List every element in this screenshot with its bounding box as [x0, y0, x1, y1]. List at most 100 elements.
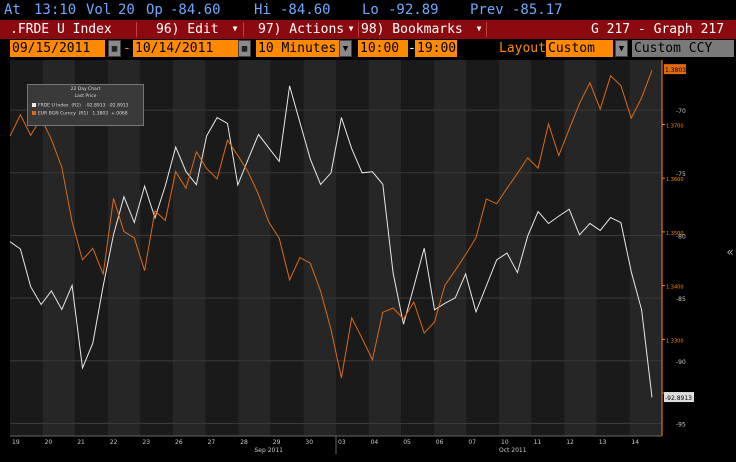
price-chart[interactable]: -70 -75 -80 -85 -90 -95 1.3700 1.3600 1.3500 1.34…: [0, 58, 736, 458]
actions-menu[interactable]: 97) Actions: [258, 22, 345, 37]
graph-id: G 217 - Graph 217: [591, 22, 725, 37]
x-tick-label: 10: [501, 439, 509, 446]
day-band: [499, 60, 532, 436]
day-band: [564, 60, 597, 436]
vol-label: Vol: [86, 2, 112, 18]
day-band: [401, 60, 434, 436]
layout-select[interactable]: Custom: [546, 40, 613, 57]
day-band: [531, 60, 565, 436]
x-tick-label: 13: [599, 439, 607, 446]
low-value: -92.89: [388, 2, 439, 18]
r1-last-value-tag: [664, 64, 686, 75]
chart-area[interactable]: -70 -75 -80 -85 -90 -95 1.3700 1.3600 1.3500 1.34…: [0, 58, 736, 458]
x-tick-label: 12: [566, 439, 574, 446]
day-band: [629, 60, 662, 436]
series-line-2: [9, 70, 653, 379]
x-tick-label: 05: [403, 439, 411, 446]
x-tick-label: 20: [45, 439, 53, 446]
r1-tick-label: 1.3600: [666, 177, 684, 183]
day-band: [270, 60, 304, 436]
x-tick-label: 22: [110, 439, 118, 446]
x-tick-label: 29: [273, 439, 281, 446]
day-band: [140, 60, 173, 436]
r1-last-value: 1.3803: [665, 67, 686, 74]
open-value: -84.60: [170, 2, 221, 18]
ticker-status-bar: At 13:10 Vol 20 Op -84.60 Hi -84.60 Lo -…: [0, 0, 736, 20]
bookmarks-menu[interactable]: 98) Bookmarks: [361, 22, 463, 37]
x-tick-label: 21: [77, 439, 85, 446]
x-tick-label: 03: [338, 439, 346, 446]
security-name[interactable]: .FRDE U Index: [10, 22, 112, 37]
day-band: [336, 60, 369, 436]
day-band: [596, 60, 630, 436]
day-band: [173, 60, 206, 436]
chart-legend: 22 Day Chart Last Price FRDE U Index (R2…: [27, 84, 144, 126]
actions-dropdown-icon[interactable]: ▼: [348, 24, 354, 33]
x-tick-label: 30: [305, 439, 313, 446]
layout-dropdown-icon[interactable]: ▼: [615, 40, 628, 57]
prev-label: Prev: [470, 2, 504, 18]
legend-subtitle: Last Price: [74, 94, 97, 99]
r2-tick-label: -70: [676, 108, 686, 115]
end-date-field[interactable]: 10/14/2011: [133, 40, 246, 57]
x-tick-label: 07: [468, 439, 476, 446]
low-label: Lo: [362, 2, 379, 18]
x-tick-label: 06: [436, 439, 444, 446]
series-line-1: [9, 85, 653, 398]
end-calendar-icon[interactable]: ▦: [238, 40, 251, 57]
x-tick-label: 27: [208, 439, 216, 446]
r1-tick-label: 1.3500: [666, 231, 684, 237]
date-separator: -: [123, 41, 131, 56]
x-tick-label: 26: [175, 439, 183, 446]
open-label: Op: [146, 2, 163, 18]
r2-tick-label: -95: [676, 421, 686, 428]
r2-tick-label: -75: [676, 171, 686, 178]
currency-select[interactable]: Custom CCY: [632, 40, 734, 57]
r1-tick-label: 1.3300: [666, 338, 684, 344]
bookmarks-dropdown-icon[interactable]: ▼: [476, 24, 482, 33]
period-select[interactable]: 10 Minutes: [256, 40, 339, 57]
edit-menu[interactable]: 96) Edit: [156, 22, 219, 37]
collapse-panel-icon[interactable]: «: [726, 245, 734, 259]
menu-bar: .FRDE U Index 96) Edit ▼ 97) Actions ▼ 9…: [0, 20, 736, 39]
x-tick-label: 19: [12, 439, 20, 446]
start-date-field[interactable]: 09/15/2011: [10, 40, 105, 57]
day-band: [303, 60, 336, 436]
r2-tick-label: -85: [676, 296, 686, 303]
prev-value: -85.17: [512, 2, 563, 18]
r1-tick-label: 1.3400: [666, 285, 684, 291]
legend-series-2-label: EUR BGN Curncy (R1) 1.3803 +.0068: [38, 111, 128, 117]
day-band: [433, 60, 467, 436]
x-tick-label: 28: [240, 439, 248, 446]
legend-series-1: FRDE U Index (R2) -92.8913 -92.8913: [32, 103, 129, 109]
at-label: At: [4, 2, 21, 18]
r2-tick-label: -90: [676, 359, 686, 366]
high-value: -84.60: [280, 2, 331, 18]
x-tick-label: 23: [142, 439, 150, 446]
start-calendar-icon[interactable]: ▦: [108, 40, 121, 57]
end-time-field[interactable]: 19:00: [415, 40, 457, 57]
legend-title: 22 Day Chart: [70, 87, 101, 92]
legend-series-1-label: FRDE U Index (R2) -92.8913 -92.8913: [38, 103, 129, 109]
period-dropdown-icon[interactable]: ▼: [339, 40, 352, 57]
edit-dropdown-icon[interactable]: ▼: [232, 24, 238, 33]
high-label: Hi: [254, 2, 271, 18]
month-label: Sep 2011: [255, 447, 284, 454]
x-tick-label: 14: [631, 439, 639, 446]
vol-value: 20: [118, 2, 135, 18]
r2-last-value-tag: [664, 392, 694, 403]
r2-last-value: -92.8913: [665, 395, 692, 402]
r2-tick-label: -80: [676, 233, 686, 240]
start-time-field[interactable]: 10:00: [358, 40, 408, 57]
r1-tick-label: 1.3700: [666, 123, 684, 129]
day-band: [205, 60, 239, 436]
time-separator: -: [408, 41, 416, 56]
parameters-bar: 09/15/2011 ▦ - 10/14/2011 ▦ 10 Minutes ▼…: [0, 39, 736, 58]
month-label: Oct 2011: [499, 447, 527, 454]
x-tick-label: 11: [534, 439, 542, 446]
day-band: [368, 60, 402, 436]
at-value: 13:10: [34, 2, 77, 18]
x-tick-label: 04: [371, 439, 379, 446]
layout-label: Layout: [499, 41, 546, 56]
legend-series-2: EUR BGN Curncy (R1) 1.3803 +.0068: [32, 111, 128, 117]
